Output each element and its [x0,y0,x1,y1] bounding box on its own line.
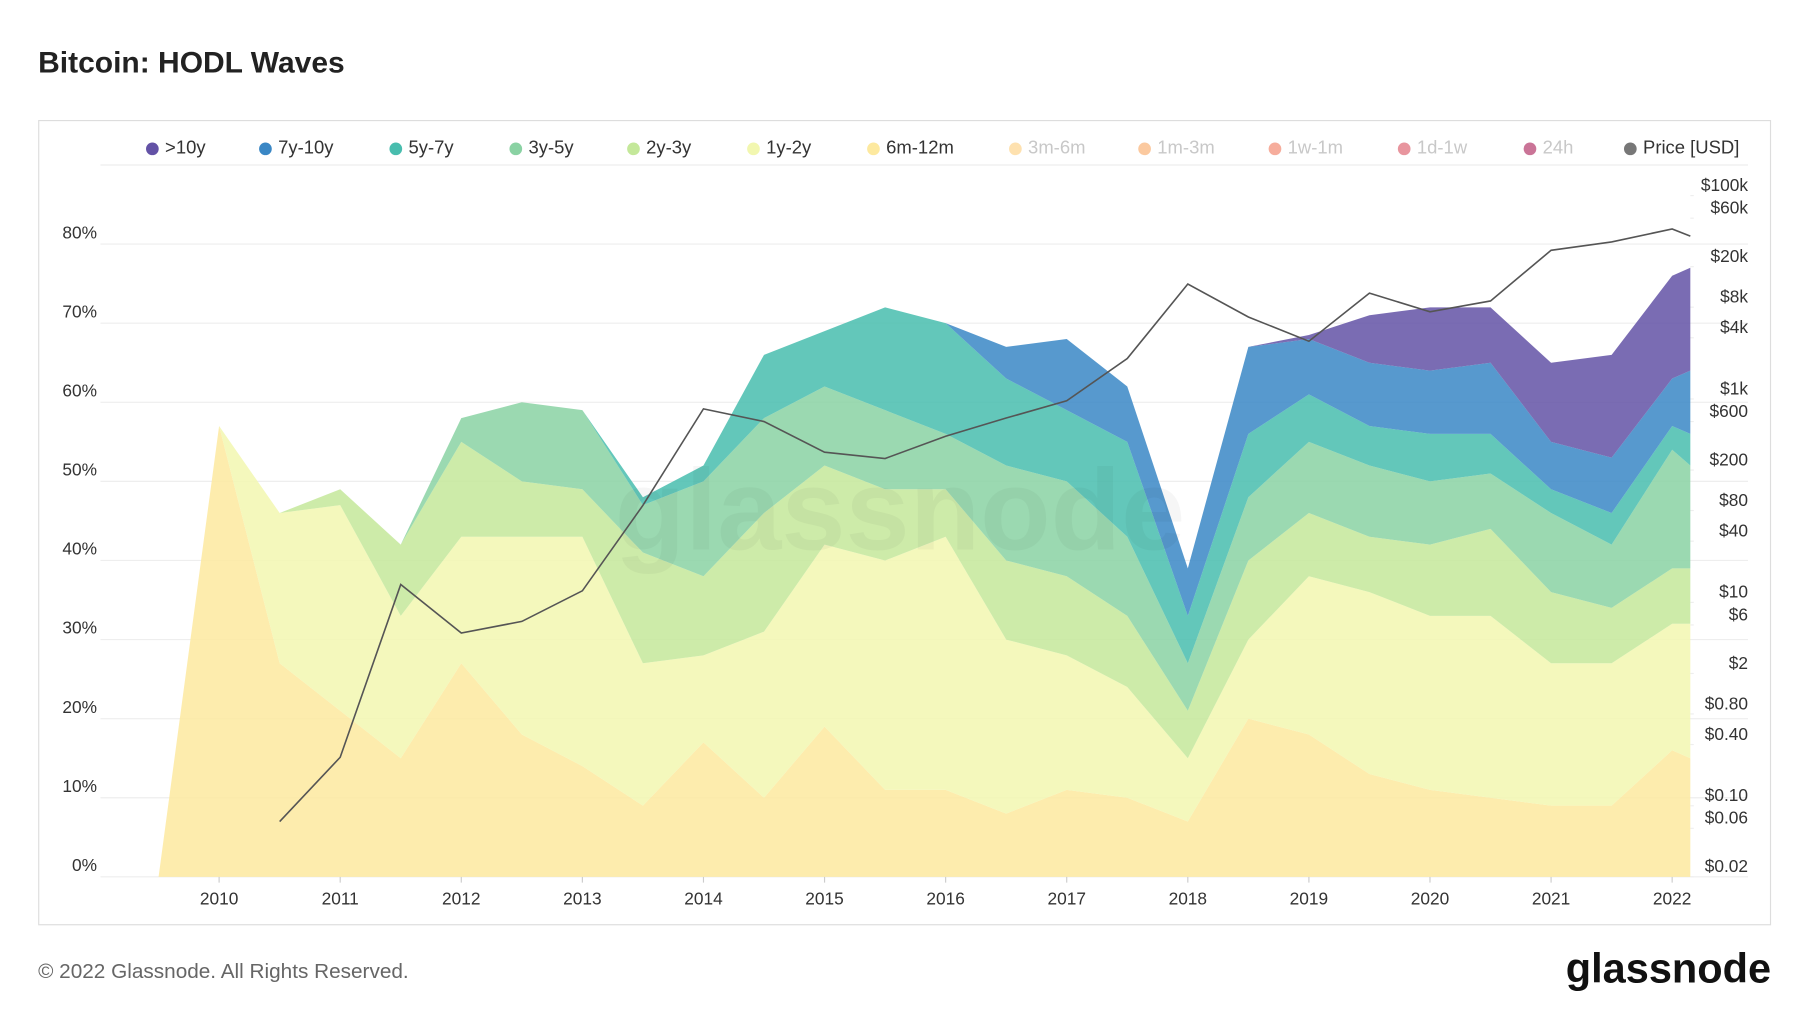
y-tick-label: 70% [62,301,97,321]
y-tick-label: 20% [62,697,97,717]
legend-item: 7y-10y [259,137,334,158]
legend-item: 3m-6m [1009,137,1085,158]
y2-tick-label: $0.10 [1705,785,1748,805]
legend-item: 2y-3y [627,137,692,158]
x-tick-label: 2012 [442,888,480,908]
y2-tick-label: $200 [1710,449,1748,469]
legend-item: 6m-12m [867,137,954,158]
legend-item: 5y-7y [389,137,454,158]
legend-label: Price [USD] [1643,137,1739,158]
y2-tick-label: $600 [1710,401,1748,421]
y2-tick-label: $6 [1729,604,1748,624]
legend-label: 5y-7y [408,137,454,158]
x-tick-label: 2010 [200,888,238,908]
legend-label: 2y-3y [646,137,692,158]
legend-swatch [627,142,640,156]
legend-label: 24h [1543,137,1574,158]
y2-tick-label: $8k [1720,286,1748,306]
y-tick-label: 0% [72,855,97,875]
legend-swatch [867,142,880,156]
legend-label: 3m-6m [1028,137,1085,158]
x-tick-label: 2011 [322,888,359,908]
legend-label: 3y-5y [528,137,574,158]
legend-swatch [259,142,272,156]
x-tick-label: 2013 [563,888,601,908]
area [158,426,1691,877]
legend-swatch [389,142,403,156]
legend-swatch [1397,142,1411,156]
x-tick-label: 2014 [684,888,723,908]
area [158,386,1691,877]
logo: glassnode [1566,944,1771,991]
x-tick-label: 2022 [1653,888,1691,908]
area [158,426,1691,877]
x-tick-label: 2017 [1047,888,1085,908]
x-tick-label: 2019 [1290,888,1328,908]
legend-item: 1w-1m [1268,137,1343,158]
legend-item: 24h [1523,137,1574,158]
legend-item: 1m-3m [1138,137,1215,158]
legend-item: 3y-5y [509,137,574,158]
y2-tick-label: $2 [1729,653,1748,673]
y2-tick-label: $0.40 [1705,724,1748,744]
y-tick-label: 30% [62,618,97,638]
plot-area: 0% 10% 20% 30% 40% 50% 60% 70% 80% $100k$60k $20k $… [62,175,1748,909]
legend-label: 1d-1w [1417,137,1468,158]
legend-swatch [1138,142,1151,156]
legend-swatch [1523,142,1537,156]
y2-tick-label: $4k [1720,317,1748,337]
price-line [279,228,1691,823]
legend-label: 1m-3m [1157,137,1214,158]
legend-label: 6m-12m [886,137,954,158]
legend-swatch [1268,142,1282,156]
y2-tick-label: $40 [1719,520,1748,540]
y2-tick-label: $80 [1719,490,1748,510]
y2-tick-label: $60k [1710,197,1748,217]
legend-label: 7y-10y [278,137,334,158]
legend-item: >10y [146,137,206,158]
legend-swatch [1009,142,1022,156]
y2-tick-label: $10 [1719,582,1748,602]
legend-swatch [1623,142,1637,156]
legend-label: 1y-2y [766,137,812,158]
y-tick-label: 10% [62,776,97,796]
legend-label: 1w-1m [1288,137,1343,158]
y2-tick-label: $20k [1710,246,1748,266]
x-tick-label: 2021 [1532,888,1570,908]
y-tick-label: 40% [62,539,97,559]
y2-tick-label: $100k [1701,175,1748,195]
legend-label: >10y [165,137,206,158]
legend-swatch [146,142,159,156]
x-tick-label: 2016 [926,888,964,908]
area [158,426,1691,877]
legend-item: Price [USD] [1623,137,1739,158]
chart-title: Bitcoin: HODL Waves [38,47,345,80]
legend-item: 1y-2y [747,137,812,158]
x-tick-label: 2020 [1411,888,1449,908]
y-tick-label: 60% [62,380,97,400]
y2-tick-label: $0.80 [1705,693,1748,713]
area [158,307,1691,877]
watermark: glassnode [615,447,1186,575]
legend-item: 1d-1w [1397,137,1468,158]
footer: © 2022 Glassnode. All Rights Reserved. [38,960,409,983]
y2-tick-label: $0.02 [1705,856,1748,876]
y2-tick-label: $1k [1720,378,1748,398]
x-tick-label: 2015 [805,888,843,908]
legend-swatch [747,142,760,156]
x-tick-label: 2018 [1169,888,1207,908]
y2-tick-label: $0.06 [1705,808,1748,828]
y-tick-label: 80% [62,222,97,242]
legend-swatch [509,142,523,156]
y-tick-label: 50% [62,460,97,480]
